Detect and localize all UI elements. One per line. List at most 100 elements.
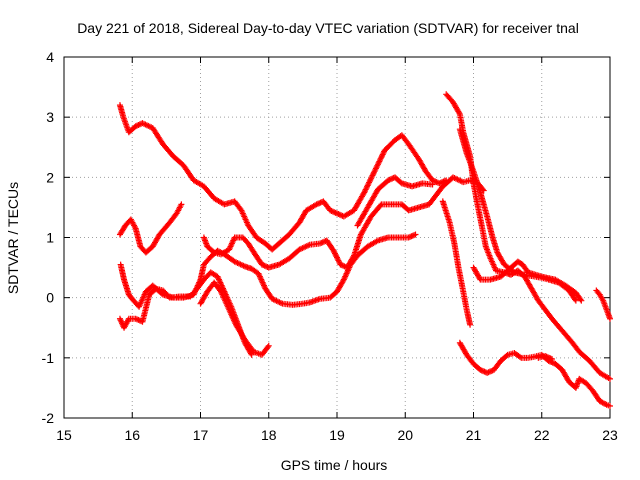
data-point	[436, 180, 443, 187]
data-point	[607, 402, 613, 409]
data-point	[407, 233, 414, 240]
data-point	[334, 256, 341, 263]
data-point	[542, 353, 549, 360]
data-point	[263, 263, 270, 270]
x-tick-label: 22	[534, 427, 550, 443]
data-point	[337, 261, 344, 268]
data-point	[333, 253, 340, 260]
data-point	[178, 201, 185, 208]
series-track-b	[116, 201, 185, 256]
data-point	[258, 261, 265, 268]
data-point	[332, 251, 339, 258]
data-point	[265, 342, 272, 349]
data-point	[548, 359, 555, 366]
y-tick-label: -1	[42, 350, 55, 366]
data-point	[331, 209, 338, 216]
data-point	[488, 368, 495, 375]
chart-title: Day 221 of 2018, Sidereal Day-to-day VTE…	[77, 20, 579, 36]
x-tick-label: 17	[193, 427, 209, 443]
data-point	[385, 177, 392, 184]
x-tick-label: 16	[124, 427, 140, 443]
data-point	[433, 179, 440, 186]
series-track-g	[197, 279, 272, 358]
data-point	[316, 200, 323, 207]
data-point	[377, 202, 384, 209]
series-track-h	[439, 198, 474, 328]
data-point	[334, 210, 340, 217]
series-track-d	[116, 269, 255, 358]
data-point	[548, 356, 555, 363]
data-point	[260, 262, 267, 269]
data-point	[331, 250, 338, 257]
data-point	[577, 296, 584, 303]
series-track-m	[593, 287, 613, 322]
data-point	[332, 209, 339, 216]
x-tick-label: 18	[261, 427, 277, 443]
data-point	[409, 232, 416, 239]
data-point	[430, 177, 437, 184]
data-point	[480, 368, 487, 375]
series-track-e	[200, 174, 487, 271]
data-point	[132, 123, 139, 130]
x-tick-label: 15	[56, 427, 72, 443]
data-point	[386, 176, 393, 183]
y-tick-label: 0	[46, 290, 54, 306]
x-tick-label: 20	[397, 427, 413, 443]
y-tick-label: 4	[46, 49, 54, 65]
data-point	[314, 200, 321, 207]
data-point	[477, 366, 484, 373]
x-tick-label: 23	[602, 427, 618, 443]
series-track-n	[535, 353, 555, 363]
data-point	[132, 315, 139, 322]
data-point	[335, 257, 342, 264]
data-point	[405, 234, 412, 241]
data-point	[478, 367, 485, 374]
data-point	[484, 369, 491, 376]
data-point	[316, 240, 323, 247]
data-point	[338, 262, 345, 269]
series-track-f	[354, 174, 436, 229]
data-point	[313, 201, 320, 208]
y-tick-label: 2	[46, 169, 54, 185]
data-point	[387, 176, 394, 183]
data-point	[331, 249, 338, 256]
data-point	[134, 122, 141, 129]
data-point	[572, 297, 579, 304]
data-point	[330, 247, 337, 254]
data-point	[408, 233, 415, 240]
data-point	[165, 293, 172, 300]
data-point	[516, 353, 523, 360]
series-track-a	[116, 102, 450, 253]
data-point	[264, 344, 271, 351]
data-point	[485, 369, 492, 376]
data-point	[336, 211, 343, 218]
data-point	[334, 254, 340, 261]
data-point	[572, 296, 579, 303]
data-point	[543, 353, 550, 360]
y-axis-label: SDTVAR / TECUs	[5, 182, 21, 294]
series-track-k	[470, 258, 585, 304]
x-axis-label: GPS time / hours	[281, 457, 388, 473]
x-tick-label: 21	[466, 427, 482, 443]
data-points	[116, 91, 613, 409]
data-point	[350, 253, 357, 260]
data-point	[486, 368, 493, 375]
data-point	[481, 368, 488, 375]
data-point	[510, 268, 517, 275]
data-point	[607, 375, 613, 382]
data-point	[544, 354, 551, 361]
y-tick-label: 3	[46, 109, 54, 125]
data-point	[546, 354, 553, 361]
data-point	[134, 316, 141, 323]
data-point	[456, 109, 463, 116]
data-point	[261, 262, 268, 269]
data-point	[248, 351, 255, 358]
data-point	[547, 355, 554, 362]
data-point	[467, 321, 474, 328]
x-tick-label: 19	[329, 427, 345, 443]
data-point	[607, 315, 613, 322]
data-point	[549, 359, 556, 366]
data-point	[437, 179, 444, 186]
